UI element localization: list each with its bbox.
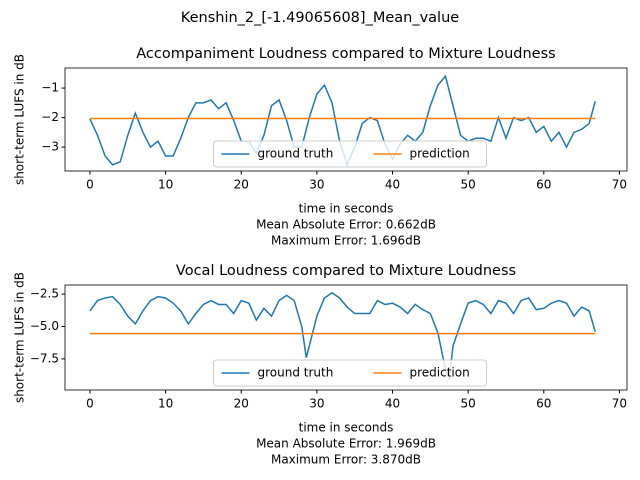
x-tick-label: 60: [536, 178, 551, 192]
figure-title: Kenshin_2_[-1.49065608]_Mean_value: [181, 10, 459, 26]
legend-label: ground truth: [258, 366, 334, 380]
axes-title: Accompaniment Loudness compared to Mixtu…: [136, 46, 555, 62]
y-tick-label: −3: [41, 140, 59, 154]
x-tick-label: 30: [309, 397, 324, 411]
x-tick-label: 30: [309, 178, 324, 192]
axes-frame: [64, 67, 628, 172]
series-line: [89, 291, 596, 382]
annotation: Mean Absolute Error: 1.969dB: [256, 437, 436, 451]
x-tick-label: 70: [612, 178, 627, 192]
x-tick-label: 20: [234, 178, 249, 192]
annotation: Maximum Error: 3.870dB: [271, 453, 421, 467]
x-tick-label: 50: [461, 178, 476, 192]
legend: ground truth prediction: [213, 359, 487, 387]
x-tick-label: 60: [536, 397, 551, 411]
x-tick-label: 50: [461, 397, 476, 411]
y-axis-label: short-term LUFS in dB: [13, 272, 27, 403]
annotation: Maximum Error: 1.696dB: [271, 234, 421, 248]
y-tick-label: −5.0: [30, 319, 59, 333]
legend-box: [213, 359, 487, 387]
x-tick-label: 0: [86, 178, 94, 192]
x-tick-label: 20: [234, 397, 249, 411]
legend-label: ground truth: [258, 147, 334, 161]
axes: Vocal Loudness compared to Mixture Loudn…: [13, 263, 628, 467]
x-axis-label: time in seconds: [299, 202, 394, 216]
y-tick-label: −2: [41, 110, 59, 124]
x-tick-label: 70: [612, 397, 627, 411]
x-tick-label: 10: [158, 397, 173, 411]
legend: ground truth prediction: [213, 140, 487, 168]
legend-label: prediction: [410, 147, 470, 161]
x-tick-label: 40: [385, 178, 400, 192]
y-tick-label: −7.5: [30, 351, 59, 365]
y-tick-label: −2.5: [30, 287, 59, 301]
legend-box: [213, 140, 487, 168]
annotation: Mean Absolute Error: 0.662dB: [256, 218, 436, 232]
legend-label: prediction: [410, 366, 470, 380]
x-tick-label: 10: [158, 178, 173, 192]
axes-title: Vocal Loudness compared to Mixture Loudn…: [176, 263, 516, 279]
axes: Accompaniment Loudness compared to Mixtu…: [13, 46, 628, 248]
y-tick-label: −1: [41, 81, 59, 95]
x-tick-label: 0: [86, 397, 94, 411]
axes-frame: [64, 284, 628, 391]
x-axis-label: time in seconds: [299, 421, 394, 435]
y-axis-label: short-term LUFS in dB: [13, 54, 27, 185]
x-tick-label: 40: [385, 397, 400, 411]
